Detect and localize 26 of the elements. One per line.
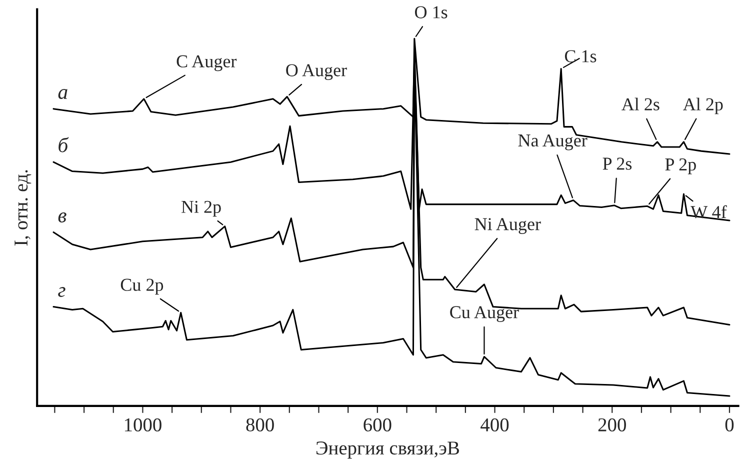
x-tick-label: 400: [480, 418, 509, 432]
annotation: W 4f: [690, 205, 727, 218]
annotation: C 1s: [564, 50, 596, 62]
y-axis-title: I, отн. ед.: [14, 170, 32, 246]
x-tick-label: 0: [725, 418, 734, 432]
annotation: Ni Auger: [474, 218, 541, 234]
x-tick-label: 1000: [124, 418, 162, 432]
annotation: Ni 2p: [181, 200, 221, 217]
annotation: C Auger: [176, 55, 237, 72]
x-axis-title: Энергия связи,эВ: [316, 442, 460, 459]
annotation: P 2s: [602, 158, 632, 170]
x-tick-label: 600: [364, 418, 392, 432]
annotation: O 1s: [414, 6, 448, 18]
annotation: P 2p: [665, 158, 696, 174]
annotation: O Auger: [286, 64, 347, 80]
x-tick-label: 800: [246, 418, 274, 432]
series-label: г: [58, 287, 66, 297]
annotation: Al 2s: [622, 98, 660, 110]
annotation: Cu Auger: [450, 306, 519, 322]
series-label: а: [58, 89, 68, 100]
series-label: б: [58, 137, 69, 152]
annotation: Na Auger: [518, 134, 588, 150]
series-label: в: [58, 212, 66, 222]
x-tick-label: 200: [598, 418, 626, 432]
annotation: Cu 2p: [120, 278, 164, 295]
annotation: Al 2p: [683, 98, 723, 114]
